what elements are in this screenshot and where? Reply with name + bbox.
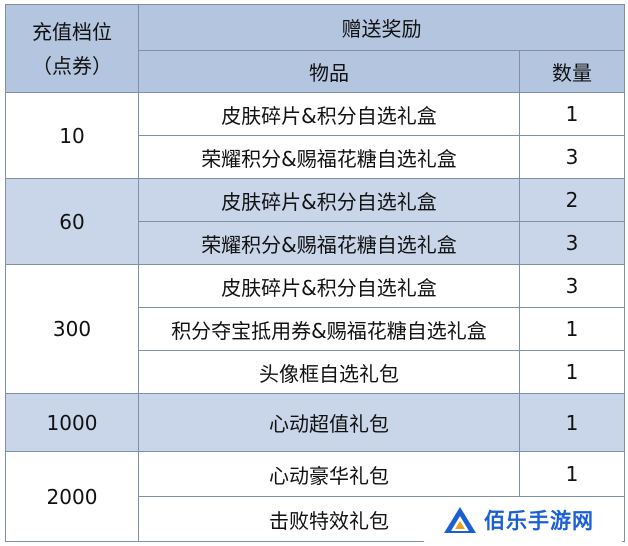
table-row: 荣耀积分&赐福花糖自选礼盒 3 [6, 135, 625, 179]
tier-header-unit: （点券） [32, 53, 112, 78]
reward-table: 充值档位 （点券） 赠送奖励 物品 数量 10 皮肤碎片&积分自选礼盒 1 荣耀… [5, 4, 625, 542]
triangle-logo-icon [444, 507, 476, 533]
item-column-header: 物品 [138, 50, 520, 93]
table-row: 10 皮肤碎片&积分自选礼盒 1 [5, 92, 625, 179]
item-cell: 头像框自选礼包 [138, 350, 520, 394]
tier-cell: 300 [5, 264, 139, 394]
table-row: 60 皮肤碎片&积分自选礼盒 2 [5, 178, 625, 265]
item-cell: 荣耀积分&赐福花糖自选礼盒 [138, 221, 520, 265]
table-row: 荣耀积分&赐福花糖自选礼盒 3 [6, 221, 625, 265]
item-cell: 荣耀积分&赐福花糖自选礼盒 [138, 135, 520, 179]
qty-column-header: 数量 [519, 50, 625, 93]
table-row: 2000 心动豪华礼包 1 [5, 451, 625, 542]
item-cell: 心动豪华礼包 [138, 451, 520, 497]
item-cell: 积分夺宝抵用券&赐福花糖自选礼盒 [138, 307, 520, 351]
tier-cell: 2000 [5, 451, 139, 542]
watermark: 佰乐手游网 [424, 497, 622, 543]
table-row: 300 皮肤碎片&积分自选礼盒 3 [5, 264, 625, 394]
qty-cell: 2 [519, 178, 625, 222]
qty-cell: 1 [519, 350, 625, 394]
qty-cell: 3 [519, 264, 625, 308]
tier-cell: 60 [5, 178, 139, 265]
item-cell: 心动超值礼包 [138, 393, 520, 452]
qty-cell: 1 [519, 393, 625, 452]
qty-cell: 1 [519, 451, 625, 497]
tier-header-title: 充值档位 [32, 19, 112, 44]
qty-cell: 1 [519, 307, 625, 351]
tier-header: 充值档位 （点券） [5, 4, 139, 93]
table-row: 1000 心动超值礼包 1 [5, 393, 625, 452]
item-cell: 皮肤碎片&积分自选礼盒 [138, 178, 520, 222]
qty-cell: 3 [519, 135, 625, 179]
tier-cell: 10 [5, 92, 139, 179]
item-cell: 皮肤碎片&积分自选礼盒 [138, 264, 520, 308]
qty-cell: 3 [519, 221, 625, 265]
watermark-text: 佰乐手游网 [484, 509, 594, 533]
reward-header: 赠送奖励 [138, 4, 625, 51]
item-cell: 皮肤碎片&积分自选礼盒 [138, 92, 520, 136]
qty-cell: 1 [519, 92, 625, 136]
tier-cell: 1000 [5, 393, 139, 452]
